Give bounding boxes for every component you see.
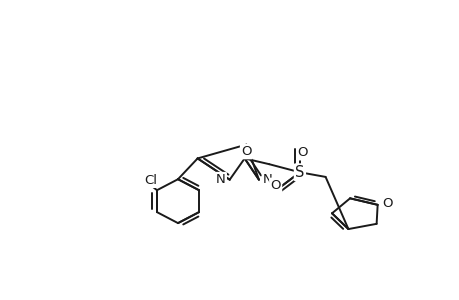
Text: O: O bbox=[297, 146, 308, 159]
Text: O: O bbox=[270, 179, 280, 192]
Text: N: N bbox=[215, 173, 225, 186]
Text: O: O bbox=[241, 145, 251, 158]
Text: N: N bbox=[263, 173, 272, 186]
Text: S: S bbox=[295, 165, 304, 180]
Text: O: O bbox=[381, 197, 392, 210]
Text: Cl: Cl bbox=[144, 174, 157, 187]
